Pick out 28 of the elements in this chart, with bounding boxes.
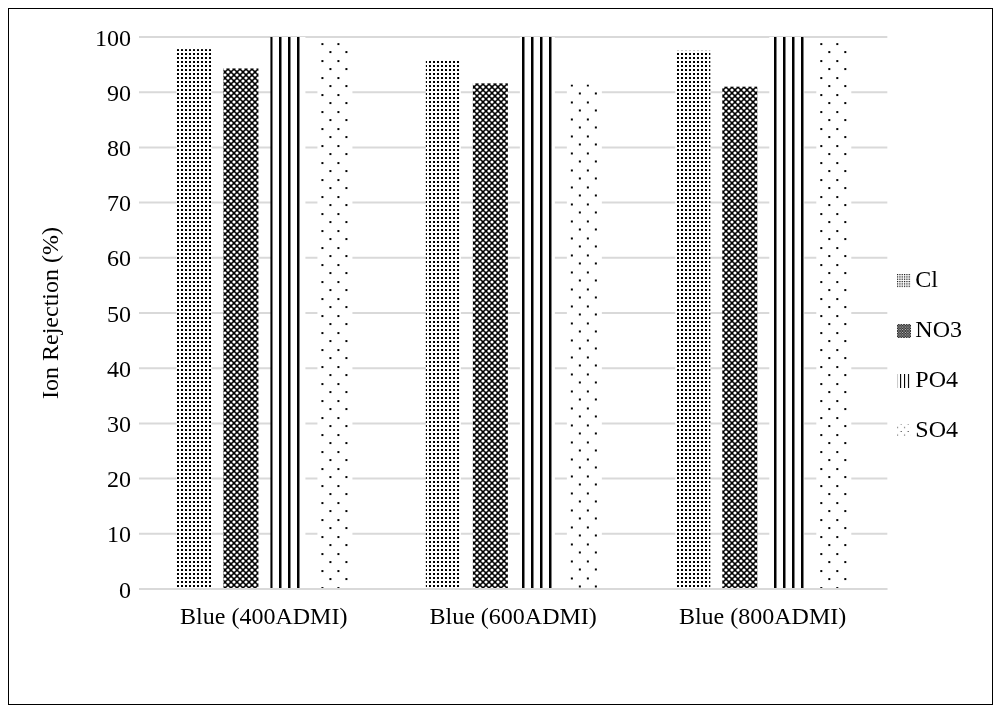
bar — [223, 68, 259, 589]
bar — [472, 83, 508, 589]
y-tick-label: 40 — [107, 355, 131, 382]
bar — [519, 37, 555, 589]
y-axis-title: Ion Rejection (%) — [36, 227, 63, 399]
legend-label: NO3 — [915, 316, 962, 342]
y-tick-label: 60 — [107, 245, 131, 272]
y-tick-label: 10 — [107, 521, 131, 548]
y-tick-label: 100 — [95, 24, 131, 51]
bar — [722, 86, 758, 589]
legend-label: Cl — [915, 266, 939, 292]
bar — [769, 37, 805, 589]
y-tick-label: 0 — [119, 576, 131, 603]
legend-label: PO4 — [915, 366, 959, 392]
x-tick-label: Blue (400ADMI) — [180, 603, 348, 630]
y-tick-label: 80 — [107, 134, 131, 161]
legend-label: SO4 — [915, 416, 959, 442]
y-tick-label: 70 — [107, 190, 131, 217]
bar — [176, 49, 212, 589]
x-tick-label: Blue (800ADMI) — [678, 603, 847, 630]
bar — [675, 50, 711, 589]
y-tick-label: 90 — [107, 79, 131, 106]
y-tick-label: 30 — [107, 410, 131, 437]
y-tick-label: 20 — [107, 466, 131, 493]
bar — [425, 60, 461, 589]
y-tick-label: 50 — [107, 300, 131, 327]
bar — [270, 37, 306, 589]
x-tick-label: Blue (600ADMI) — [429, 603, 597, 630]
